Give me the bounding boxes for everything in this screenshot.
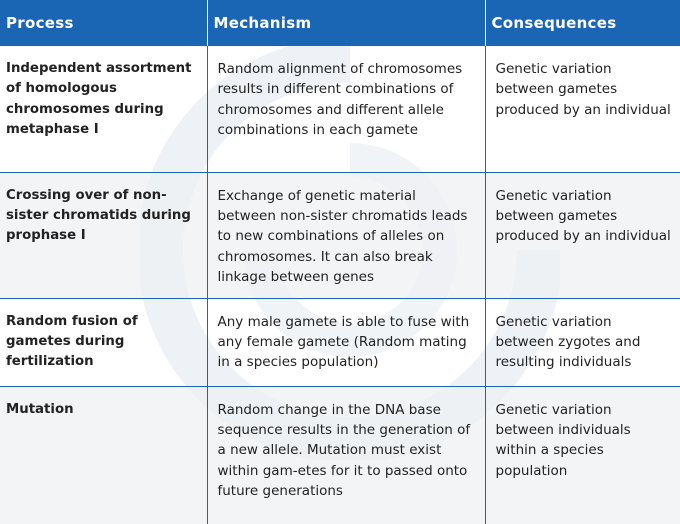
header-process: Process <box>0 0 207 46</box>
table-row: Mutation Random change in the DNA base s… <box>0 386 680 524</box>
process-cell: Independent assortment of homologous chr… <box>0 46 207 173</box>
mechanism-cell: Any male gamete is able to fuse with any… <box>206 298 485 387</box>
table-header-row: Process Mechanism Consequences <box>0 0 680 46</box>
consequences-cell: Genetic variation between gametes produc… <box>484 172 680 299</box>
consequences-cell: Genetic variation between zygotes and re… <box>484 298 680 387</box>
consequences-cell: Genetic variation between individuals wi… <box>484 386 680 524</box>
mechanism-cell: Random alignment of chromosomes results … <box>206 46 485 173</box>
consequences-cell: Genetic variation between gametes produc… <box>484 46 680 173</box>
mechanism-cell: Exchange of genetic material between non… <box>206 172 485 299</box>
header-consequences: Consequences <box>484 0 680 46</box>
process-cell: Mutation <box>6 401 74 417</box>
table-row: Crossing over of non-sister chromatids d… <box>0 172 680 299</box>
mechanism-cell: Random change in the DNA base sequence r… <box>206 386 485 524</box>
header-mechanism: Mechanism <box>206 0 485 46</box>
table-row: Independent assortment of homologous chr… <box>0 46 680 173</box>
table-row: Random fusion of gametes during fertiliz… <box>0 298 680 387</box>
process-cell: Random fusion of gametes during fertiliz… <box>0 298 207 387</box>
process-cell: Crossing over of non-sister chromatids d… <box>0 172 207 299</box>
